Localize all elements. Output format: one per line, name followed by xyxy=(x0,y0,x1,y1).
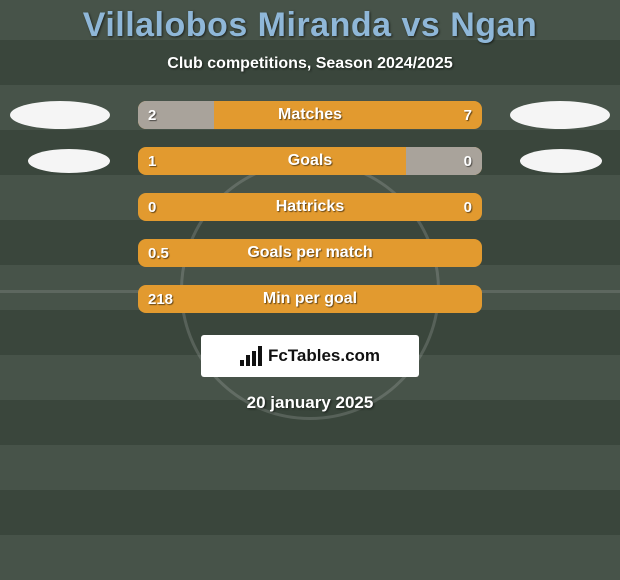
stat-label: Goals per match xyxy=(138,239,482,267)
stat-bar: 0.5 Goals per match xyxy=(138,239,482,267)
player-right-avatar xyxy=(520,149,602,173)
stat-bar: 1 Goals 0 xyxy=(138,147,482,175)
bar-chart-icon xyxy=(240,346,262,366)
comparison-list: 2 Matches 7 1 Goals 0 0 Hattricks xyxy=(0,101,620,313)
stat-row-matches: 2 Matches 7 xyxy=(0,101,620,129)
player-right-avatar xyxy=(510,101,610,129)
player-left-avatar xyxy=(10,101,110,129)
site-logo-text: FcTables.com xyxy=(268,346,380,366)
stat-value-right: 0 xyxy=(454,147,482,175)
stat-bar: 0 Hattricks 0 xyxy=(138,193,482,221)
stat-row-hattricks: 0 Hattricks 0 xyxy=(0,193,620,221)
stat-row-goals-per-match: 0.5 Goals per match xyxy=(0,239,620,267)
snapshot-date: 20 january 2025 xyxy=(0,393,620,413)
stat-label: Goals xyxy=(138,147,482,175)
stat-label: Min per goal xyxy=(138,285,482,313)
page-title: Villalobos Miranda vs Ngan xyxy=(0,6,620,45)
player-left-avatar xyxy=(28,149,110,173)
stat-label: Matches xyxy=(138,101,482,129)
site-logo: FcTables.com xyxy=(201,335,419,377)
page-subtitle: Club competitions, Season 2024/2025 xyxy=(0,55,620,73)
stat-label: Hattricks xyxy=(138,193,482,221)
stat-value-right: 7 xyxy=(454,101,482,129)
stat-value-right: 0 xyxy=(454,193,482,221)
stat-bar: 2 Matches 7 xyxy=(138,101,482,129)
content-wrapper: Villalobos Miranda vs Ngan Club competit… xyxy=(0,0,620,413)
stat-value-right xyxy=(462,239,482,267)
stat-row-goals: 1 Goals 0 xyxy=(0,147,620,175)
stat-bar: 218 Min per goal xyxy=(138,285,482,313)
stat-value-right xyxy=(462,285,482,313)
stat-row-min-per-goal: 218 Min per goal xyxy=(0,285,620,313)
